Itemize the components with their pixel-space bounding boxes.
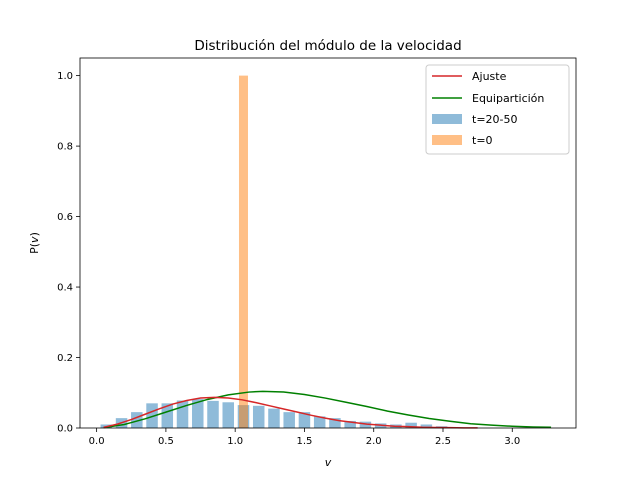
x-tick-label: 0.5 [158,436,174,447]
legend-box [425,64,570,155]
bar-t20-50 [344,420,356,428]
plot-area [100,75,552,429]
y-axis-ticks: 0.0 0.2 0.4 0.6 0.8 1.0 [57,71,80,435]
legend-label-t0: t=0 [472,134,493,147]
bar-t20-50 [329,418,341,428]
bar-t20-50 [161,403,174,428]
axes-frame [79,57,577,429]
bar-t20-50 [359,421,372,428]
x-axis-ticks: 0.0 0.5 1.0 1.5 2.0 2.5 3.0 [89,428,520,447]
y-axis-label: P(v) [28,232,41,254]
legend-label-equiparticion: Equipartición [472,92,544,105]
legend-swatch-t0 [432,135,462,145]
bar-t20-50 [131,412,143,428]
bar-t20-50 [405,422,417,428]
bar-t20-50 [176,400,189,428]
legend: Ajuste Equipartición t=20-50 t=0 [425,64,570,155]
bar-t20-50 [268,408,280,428]
legend-label-t20-50: t=20-50 [472,113,518,126]
histogram-t0 [238,75,248,428]
y-axis-label-prefix: P( [28,243,41,254]
x-axis-label: v [325,456,332,469]
bar-t0 [238,75,248,428]
bar-t20-50 [420,424,433,428]
bar-t20-50 [192,399,204,428]
x-tick-label: 2.0 [366,436,382,447]
y-axis-label-var: v [28,236,41,243]
line-ajuste [103,396,478,429]
bar-t20-50 [146,403,158,428]
bar-t20-50 [222,402,234,428]
y-tick-label: 0.4 [57,283,73,294]
y-tick-label: 0.6 [57,212,73,223]
legend-swatch-t20-50 [432,114,462,124]
x-tick-label: 3.0 [504,436,520,447]
x-tick-label: 1.5 [296,436,312,447]
chart-title: Distribución del módulo de la velocidad [194,38,461,54]
bar-t20-50 [298,412,311,428]
y-axis-label-suffix: ) [28,232,41,236]
x-tick-label: 1.0 [227,436,243,447]
x-tick-label: 2.5 [435,436,451,447]
legend-label-ajuste: Ajuste [472,70,507,83]
bar-t20-50 [252,405,265,428]
bar-t20-50 [313,416,326,428]
y-tick-label: 0.8 [57,142,73,153]
x-tick-label: 0.0 [89,436,105,447]
y-tick-label: 1.0 [57,71,73,82]
histogram-t20-50 [100,399,448,428]
y-tick-label: 0.2 [57,353,73,364]
line-equiparticion [103,390,552,429]
bar-t20-50 [207,400,219,428]
bar-t20-50 [283,412,295,428]
y-tick-label: 0.0 [57,424,73,435]
